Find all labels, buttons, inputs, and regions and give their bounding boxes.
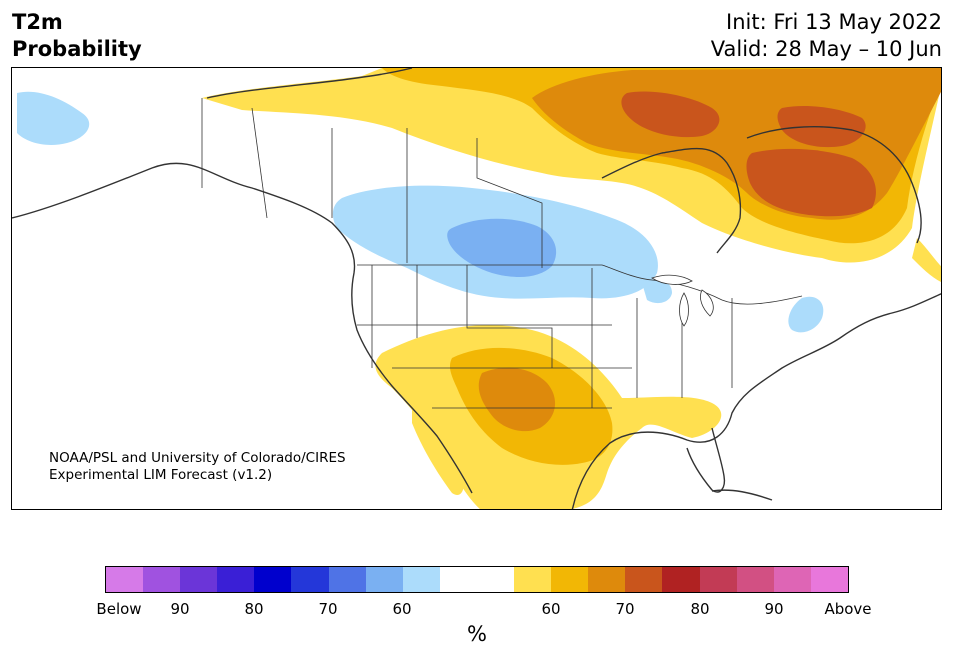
init-date: Init: Fri 13 May 2022: [726, 10, 942, 34]
colorbar-segment: [625, 567, 663, 592]
credit-line-1: NOAA/PSL and University of Colorado/CIRE…: [49, 450, 346, 466]
colorbar-segment: [254, 567, 292, 592]
valid-range: Valid: 28 May – 10 Jun: [710, 37, 942, 61]
colorbar-segment: [773, 567, 811, 592]
credit-text: NOAA/PSL and University of Colorado/CIRE…: [49, 450, 346, 484]
colorbar-segment: [699, 567, 737, 592]
forecast-dates: Init: Fri 13 May 2022 Valid: 28 May – 10…: [711, 9, 942, 63]
colorbar-segment: [365, 567, 403, 592]
colorbar-segment: [328, 567, 366, 592]
colorbar-tick-above-90: 90: [764, 600, 784, 618]
colorbar: [105, 566, 849, 593]
colorbar-tick-above-80: 80: [690, 600, 710, 618]
colorbar-segment: [180, 567, 218, 592]
colorbar-segment: [291, 567, 329, 592]
colorbar-segment: [143, 567, 181, 592]
colorbar-tick-above-60: 60: [541, 600, 561, 618]
map-outlines: [12, 68, 941, 509]
plot-title: T2m Probability: [12, 9, 142, 63]
lakes: [651, 274, 714, 327]
credit-line-2: Experimental LIM Forecast (v1.2): [49, 467, 273, 483]
colorbar-segment: [476, 567, 515, 592]
colorbar-segment: [810, 567, 848, 592]
colorbar-segment: [402, 567, 440, 592]
colorbar-segment: [736, 567, 774, 592]
colorbar-segment: [514, 567, 552, 592]
colorbar-segment: [588, 567, 626, 592]
probability-map: [11, 67, 942, 510]
colorbar-tick-below-70: 70: [318, 600, 338, 618]
colorbar-tick-above: Above: [824, 600, 872, 618]
colorbar-segment: [217, 567, 255, 592]
border-lines: [201, 98, 803, 409]
colorbar-segment: [551, 567, 589, 592]
title-probability: Probability: [12, 37, 142, 61]
colorbar-segment: [662, 567, 700, 592]
colorbar-segment: [439, 567, 477, 592]
map-canvas: [12, 68, 941, 509]
colorbar-tick-below-60: 60: [392, 600, 412, 618]
colorbar-segment: [106, 567, 144, 592]
colorbar-tick-below-90: 90: [170, 600, 190, 618]
title-variable: T2m: [12, 10, 63, 34]
colorbar-tick-below: Below: [96, 600, 142, 618]
colorbar-unit-label: %: [467, 622, 487, 646]
colorbar-tick-below-80: 80: [244, 600, 264, 618]
below-65-region: [447, 218, 557, 278]
colorbar-tick-above-70: 70: [615, 600, 635, 618]
